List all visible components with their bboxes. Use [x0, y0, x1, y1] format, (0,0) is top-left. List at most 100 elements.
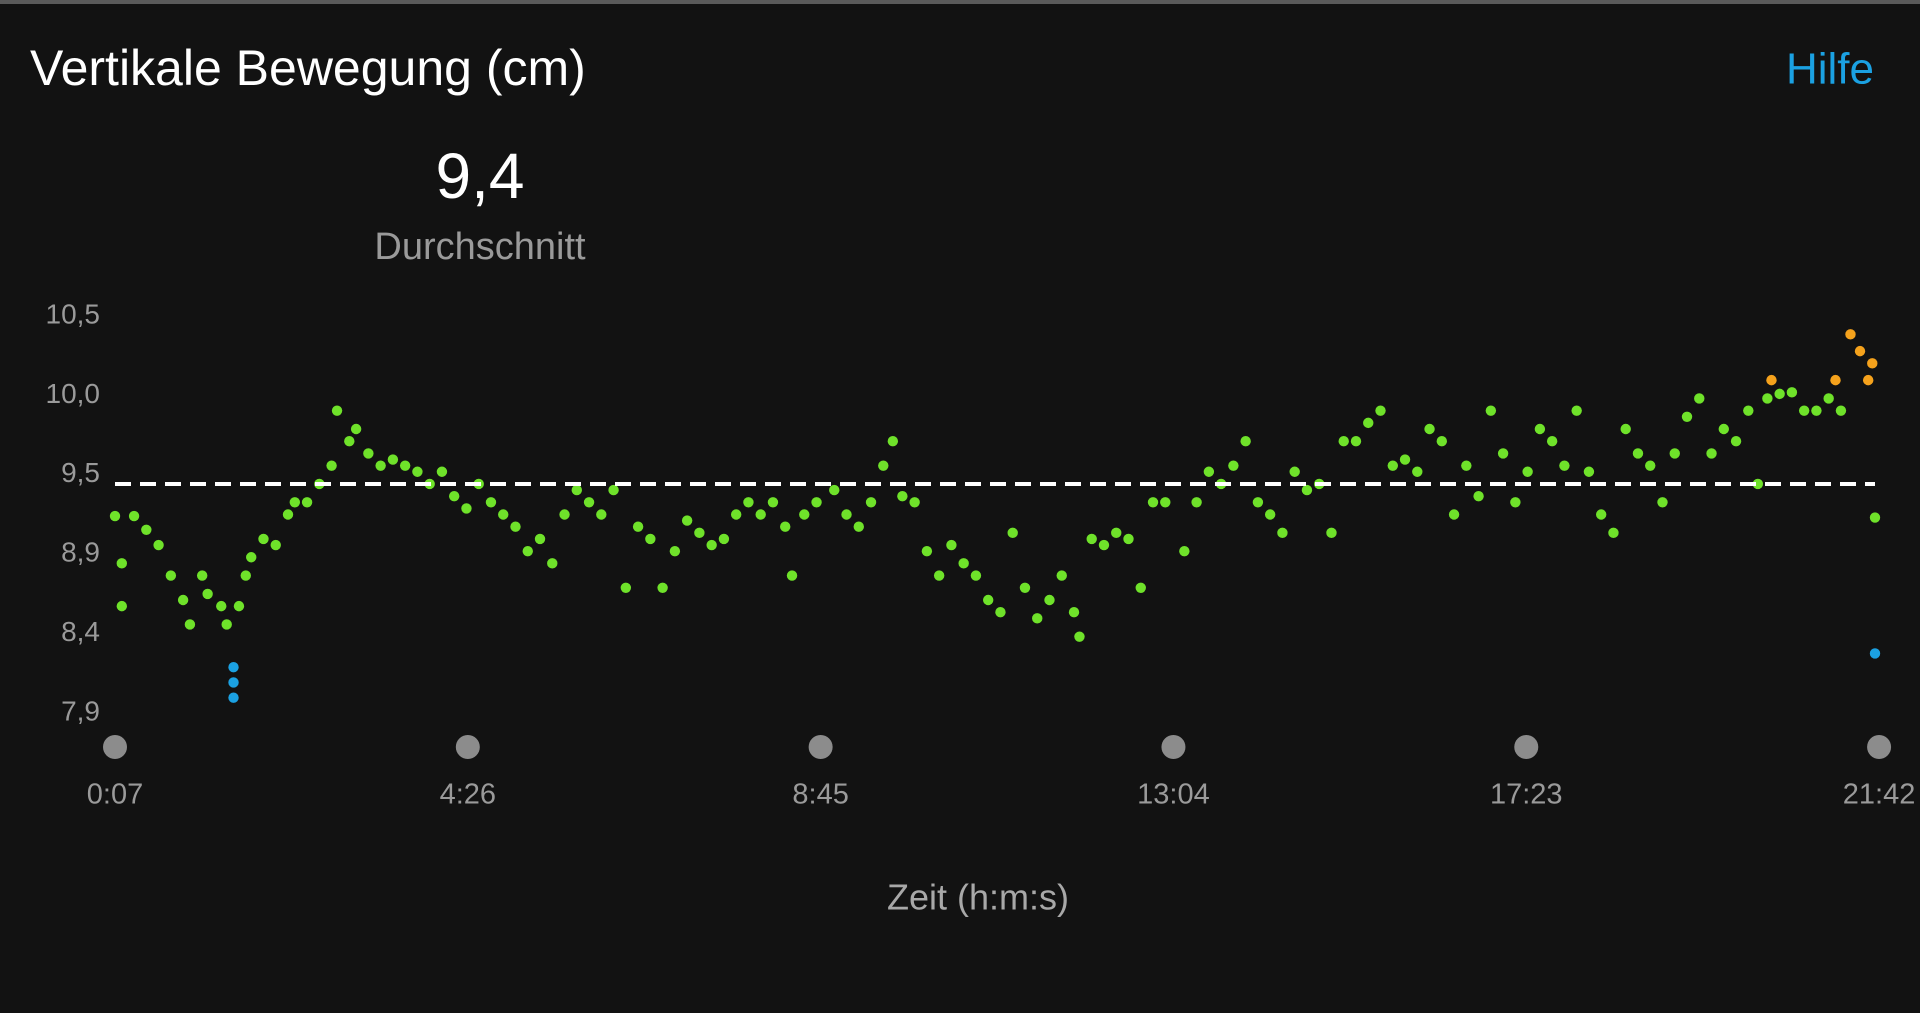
- data-point: [620, 582, 632, 593]
- data-point: [1135, 582, 1146, 593]
- data-point: [669, 545, 681, 557]
- data-point: [1264, 509, 1276, 520]
- data-point: [1546, 436, 1558, 447]
- data-point: [1786, 387, 1798, 398]
- data-point: [1869, 512, 1881, 523]
- data-point: [1706, 448, 1717, 459]
- data-point: [694, 527, 705, 539]
- x-tick-label: 0:07: [87, 779, 143, 811]
- data-point: [841, 509, 852, 520]
- data-point: [534, 533, 546, 545]
- y-tick-label: 9,5: [61, 457, 100, 488]
- data-point: [228, 692, 239, 703]
- y-tick-label: 10,5: [46, 298, 101, 329]
- data-point: [681, 515, 693, 526]
- data-point: [1798, 405, 1810, 416]
- data-point: [109, 510, 121, 522]
- data-point: [1681, 411, 1693, 422]
- data-point: [228, 677, 239, 688]
- data-point: [706, 539, 717, 551]
- data-point: [153, 539, 164, 551]
- data-point: [1743, 405, 1754, 416]
- data-point: [1098, 539, 1110, 551]
- data-point: [1752, 478, 1764, 490]
- data-point: [1147, 497, 1159, 508]
- x-tick-dot: [1867, 735, 1892, 759]
- x-tick-dot: [1514, 735, 1539, 759]
- data-point: [1823, 393, 1834, 404]
- data-point: [780, 521, 791, 532]
- data-point: [1424, 423, 1435, 435]
- data-point: [1074, 631, 1085, 642]
- data-point: [743, 497, 754, 508]
- data-point: [196, 570, 208, 581]
- data-point: [331, 405, 343, 416]
- data-point: [1657, 497, 1668, 508]
- x-tick-dot: [103, 735, 127, 759]
- data-point: [1571, 405, 1582, 416]
- data-point: [718, 533, 730, 545]
- data-point: [755, 509, 766, 520]
- data-point: [1019, 582, 1031, 593]
- data-point: [375, 460, 386, 471]
- data-point: [730, 509, 742, 520]
- data-point: [1412, 466, 1423, 477]
- data-point: [608, 484, 619, 496]
- data-point: [1835, 405, 1847, 416]
- plot: 7,9 8,4 8,9 9,5 10,0 10,5 0:07 4:26 8:45 13:04 17:…: [46, 298, 1916, 810]
- data-point: [1811, 405, 1822, 416]
- data-point: [270, 539, 281, 551]
- data-point: [1301, 484, 1313, 496]
- data-point: [559, 509, 570, 520]
- data-point: [1068, 607, 1080, 618]
- data-point: [128, 510, 140, 522]
- data-point: [1252, 497, 1264, 508]
- data-point: [1111, 527, 1122, 539]
- data-point: [1762, 393, 1773, 404]
- data-point: [878, 460, 889, 471]
- data-point: [1228, 460, 1239, 471]
- data-point: [887, 436, 899, 447]
- data-point: [485, 497, 497, 508]
- data-point: [165, 570, 177, 581]
- data-point: [1461, 460, 1472, 471]
- data-point: [1522, 466, 1533, 477]
- help-link[interactable]: Hilfe: [1786, 45, 1874, 94]
- data-point: [240, 570, 251, 581]
- data-point: [522, 545, 533, 557]
- x-tick-label: 8:45: [792, 779, 848, 811]
- data-point: [995, 607, 1006, 618]
- data-point: [1645, 460, 1656, 471]
- data-point: [1436, 436, 1448, 447]
- data-point: [1774, 388, 1785, 400]
- data-point: [1179, 545, 1190, 557]
- data-point: [363, 448, 374, 459]
- data-point: [221, 619, 232, 630]
- data-point: [498, 509, 509, 520]
- data-point: [1718, 423, 1729, 435]
- y-tick-label: 8,9: [61, 537, 100, 568]
- data-point: [1240, 436, 1251, 447]
- data-point: [571, 484, 582, 496]
- data-point: [970, 570, 982, 581]
- data-point: [865, 497, 877, 508]
- data-point: [1534, 423, 1546, 435]
- data-point: [1086, 533, 1097, 545]
- data-point: [1862, 374, 1874, 386]
- data-point: [1730, 436, 1742, 447]
- data-point: [1387, 460, 1398, 471]
- data-point: [982, 594, 994, 606]
- average-value: 9,4: [436, 140, 525, 212]
- data-point: [1595, 509, 1607, 520]
- y-tick-label: 7,9: [61, 695, 100, 726]
- y-tick-label: 10,0: [46, 378, 101, 409]
- y-tick-label: 8,4: [61, 616, 100, 647]
- data-point: [1448, 509, 1460, 520]
- data-point: [1338, 436, 1349, 447]
- x-tick-label: 21:42: [1843, 779, 1916, 811]
- data-point: [1497, 448, 1509, 459]
- data-point: [301, 497, 313, 508]
- data-point: [946, 539, 957, 551]
- data-point: [583, 497, 595, 508]
